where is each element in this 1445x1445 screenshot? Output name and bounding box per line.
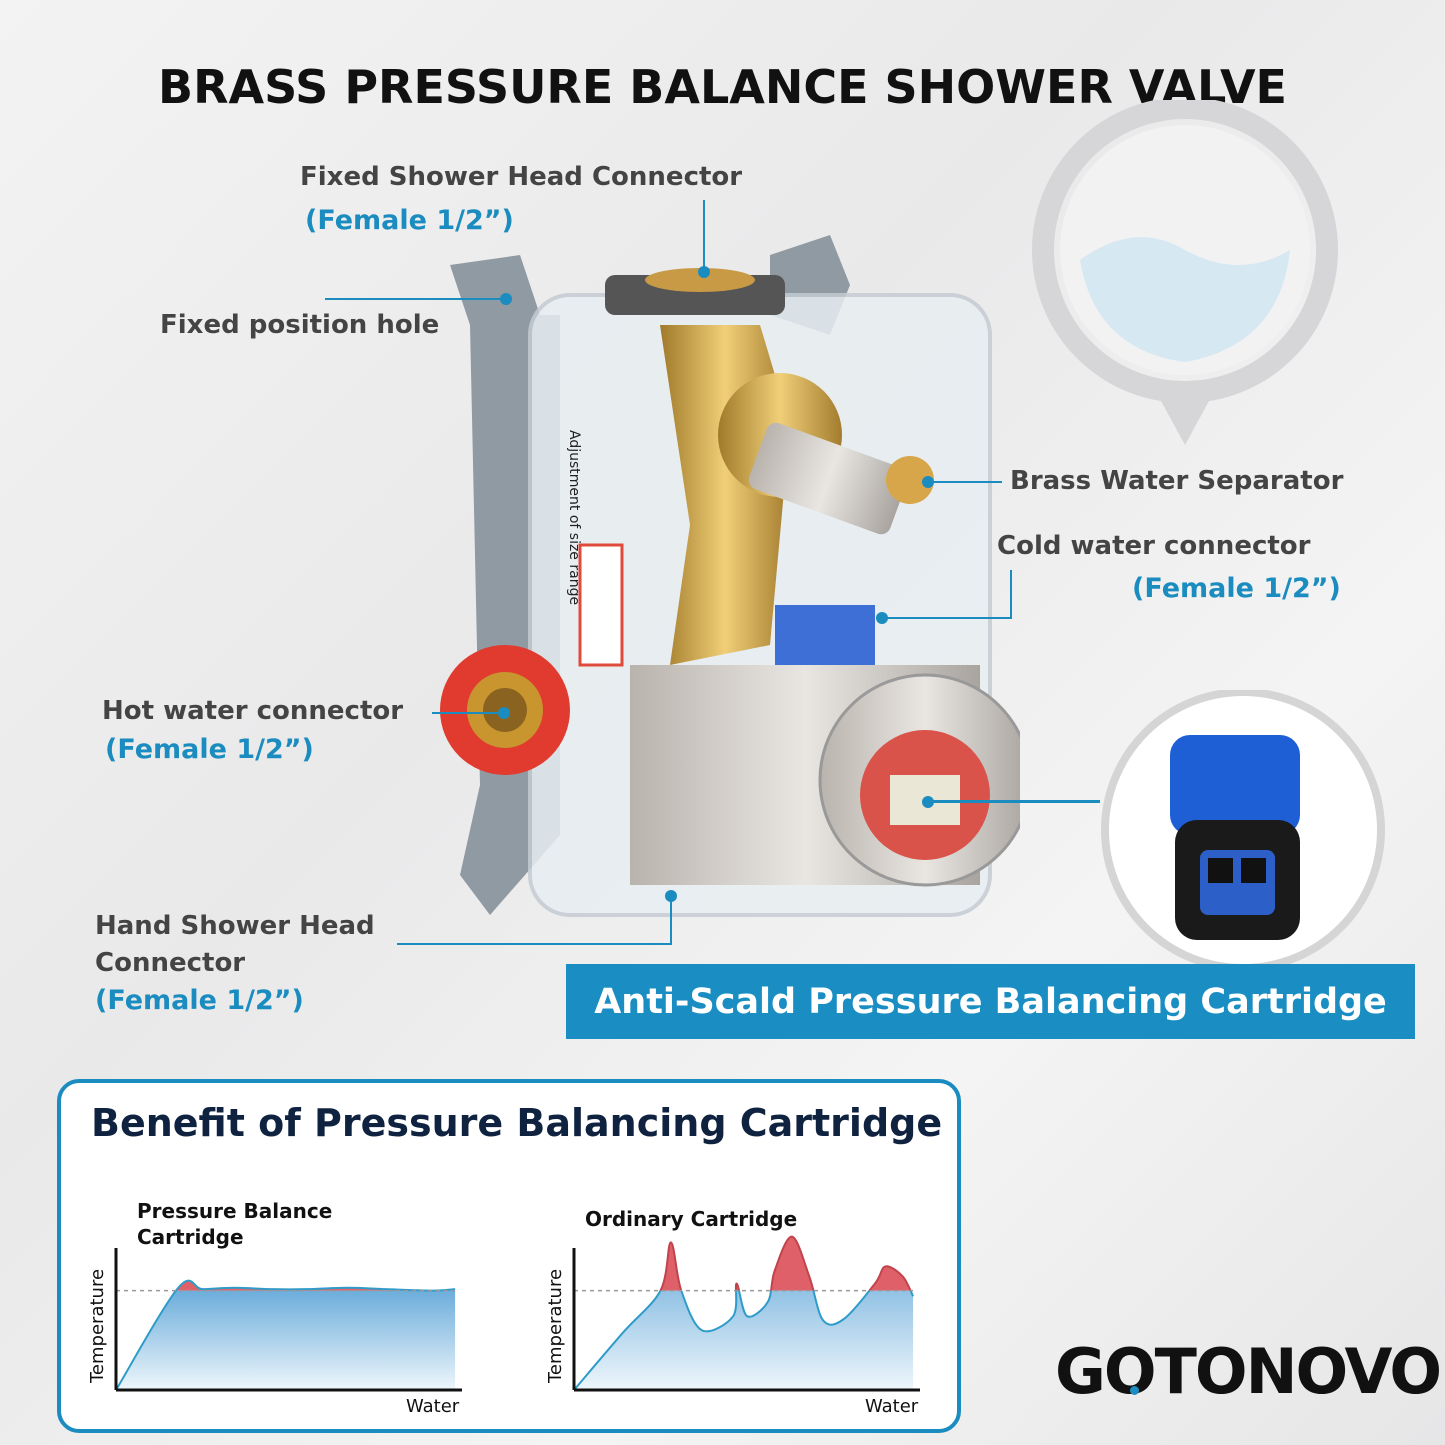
cartridge-banner: Anti-Scald Pressure Balancing Cartridge <box>566 964 1415 1039</box>
water-drop-pin-icon <box>1032 100 1338 445</box>
leader-cold-water-h <box>880 617 1012 619</box>
chart1-xlabel: Water <box>406 1396 460 1417</box>
sticker-text: Adjustment of size range <box>566 430 582 606</box>
leader-brass-separator <box>930 481 1002 483</box>
leader-hot-water <box>432 712 502 714</box>
leader-fixed-shower-head <box>703 200 705 270</box>
benefit-title: Benefit of Pressure Balancing Cartridge <box>91 1101 943 1145</box>
spec-hot-water: (Female 1/2”) <box>105 734 314 765</box>
chart2-xlabel: Water <box>865 1396 919 1417</box>
gotonovo-logo: GOTONOVO <box>1055 1335 1442 1408</box>
label-hot-water: Hot water connector <box>102 696 404 726</box>
leader-fixed-position-hole <box>325 298 505 300</box>
leader-hand-shower-h <box>397 943 671 945</box>
label-hand-shower-1: Hand Shower Head <box>95 911 375 941</box>
marker-hand-shower <box>665 890 677 902</box>
valve-illustration <box>440 235 1020 917</box>
marker-cold-water <box>876 612 888 624</box>
page-title: BRASS PRESSURE BALANCE SHOWER VALVE <box>158 60 1287 114</box>
benefit-panel: Benefit of Pressure Balancing Cartridge … <box>57 1079 961 1433</box>
logo-drop-icon <box>1130 1386 1139 1395</box>
leader-hand-shower-v <box>670 895 672 945</box>
marker-fixed-position-hole <box>500 293 512 305</box>
label-fixed-position-hole: Fixed position hole <box>160 310 440 340</box>
label-brass-water-separator: Brass Water Separator <box>1010 466 1344 496</box>
chart2-title: Ordinary Cartridge <box>585 1207 798 1231</box>
cartridge-inset <box>1101 690 1385 972</box>
leader-cold-water-v <box>1010 570 1012 618</box>
logo-text: GOTONOVO <box>1055 1335 1442 1408</box>
chart1-ylabel: Temperature <box>87 1268 108 1383</box>
spec-cold-water: (Female 1/2”) <box>1132 573 1341 604</box>
leader-cartridge <box>930 800 1100 803</box>
chart1-title-1: Pressure Balance <box>137 1199 333 1223</box>
marker-fixed-shower-head <box>698 266 710 278</box>
chart2-ylabel: Temperature <box>545 1268 566 1383</box>
spec-hand-shower: (Female 1/2”) <box>95 985 304 1016</box>
spec-fixed-shower-head: (Female 1/2”) <box>305 205 514 236</box>
label-hand-shower-2: Connector <box>95 948 246 978</box>
label-fixed-shower-head: Fixed Shower Head Connector <box>300 162 743 192</box>
marker-cartridge <box>922 796 934 808</box>
label-cold-water: Cold water connector <box>997 531 1311 561</box>
marker-brass-separator <box>922 476 934 488</box>
marker-hot-water <box>498 707 510 719</box>
chart1-title-2: Cartridge <box>137 1225 244 1249</box>
